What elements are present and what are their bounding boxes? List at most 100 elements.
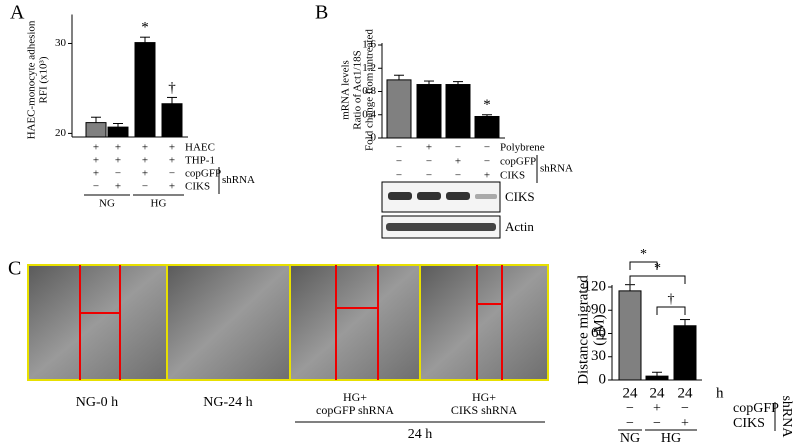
condition-sign: + bbox=[93, 155, 99, 167]
condition-name: CIKS bbox=[500, 170, 525, 182]
x-unit: h bbox=[716, 385, 724, 401]
x-tick-label: 24 bbox=[678, 385, 694, 401]
bar bbox=[618, 290, 642, 381]
condition-sign: + bbox=[142, 142, 148, 154]
significance-marker: * bbox=[141, 20, 149, 36]
condition-sign: + bbox=[115, 155, 121, 167]
condition-sign: + bbox=[142, 155, 148, 167]
group-label: HG bbox=[661, 431, 681, 446]
image-caption: HG+ bbox=[472, 390, 496, 404]
y-axis-label: Fold change from untreated bbox=[364, 29, 376, 151]
bracket-label: shRNA bbox=[779, 395, 794, 438]
y-axis-label: HAEC-monocyte adhesion bbox=[26, 20, 38, 139]
panel-label: A bbox=[10, 2, 25, 24]
significance-label: * bbox=[654, 261, 661, 276]
y-axis-label: mRNA levels bbox=[340, 60, 352, 120]
condition-sign: − bbox=[484, 142, 490, 154]
x-tick-label: 24 bbox=[650, 385, 666, 401]
image-caption: copGFP shRNA bbox=[316, 403, 394, 417]
micrographs bbox=[27, 264, 549, 381]
image-caption: NG-0 h bbox=[76, 395, 118, 410]
group-label: NG bbox=[99, 198, 115, 210]
condition-sign: − bbox=[484, 156, 490, 168]
condition-name: copGFP bbox=[500, 156, 536, 168]
condition-sign: − bbox=[396, 170, 402, 182]
y-axis-label: Ratio of Act1/18S bbox=[352, 50, 364, 129]
condition-sign: + bbox=[455, 156, 461, 168]
condition-name: copGFP bbox=[185, 168, 221, 180]
bar bbox=[85, 122, 107, 138]
bar bbox=[474, 115, 500, 139]
condition-sign: − bbox=[653, 416, 661, 431]
condition-sign: − bbox=[396, 156, 402, 168]
y-tick-label: 0 bbox=[371, 132, 377, 144]
condition-sign: + bbox=[169, 142, 175, 154]
bracket-label: shRNA bbox=[222, 174, 255, 186]
bar bbox=[416, 84, 442, 139]
condition-sign: + bbox=[93, 142, 99, 154]
significance-bracket bbox=[629, 275, 686, 284]
image-caption: HG+ bbox=[343, 390, 367, 404]
y-tick-label: 30 bbox=[591, 348, 606, 364]
bar bbox=[673, 325, 697, 381]
y-tick-label: 20 bbox=[55, 127, 67, 139]
bar bbox=[107, 126, 129, 138]
condition-name: CIKS bbox=[185, 181, 210, 193]
condition-sign: − bbox=[626, 416, 634, 431]
group-label: NG bbox=[620, 431, 640, 446]
condition-sign: − bbox=[626, 401, 634, 416]
image-caption: NG-24 h bbox=[203, 395, 252, 410]
bar bbox=[645, 375, 669, 381]
y-tick-label: 120 bbox=[584, 278, 607, 294]
bar bbox=[161, 103, 183, 138]
y-tick-label: 1.2 bbox=[362, 62, 376, 74]
condition-name: HAEC bbox=[185, 142, 215, 154]
y-axis-label: (μM) bbox=[591, 314, 607, 345]
panel-label: C bbox=[8, 258, 21, 280]
significance-marker: * bbox=[483, 97, 491, 113]
condition-sign: + bbox=[142, 168, 148, 180]
western-blot bbox=[381, 181, 501, 239]
condition-sign: + bbox=[169, 155, 175, 167]
significance-marker: † bbox=[168, 80, 176, 96]
significance-label: * bbox=[640, 247, 647, 262]
significance-label: † bbox=[668, 292, 675, 307]
image-caption: CIKS shRNA bbox=[451, 403, 518, 417]
condition-sign: − bbox=[169, 168, 175, 180]
y-axis-label: RFI (x10³) bbox=[38, 56, 50, 103]
y-tick-label: 1.6 bbox=[362, 39, 376, 51]
condition-sign: − bbox=[681, 401, 689, 416]
condition-name: CIKS bbox=[733, 416, 765, 431]
condition-sign: − bbox=[426, 156, 432, 168]
bar bbox=[386, 79, 412, 139]
blot-label: CIKS bbox=[505, 189, 535, 204]
condition-sign: + bbox=[681, 416, 689, 431]
y-tick-label: 0.4 bbox=[362, 108, 376, 120]
condition-sign: − bbox=[396, 142, 402, 154]
y-axis-label: Distance migrated bbox=[575, 275, 591, 385]
condition-sign: + bbox=[426, 142, 432, 154]
condition-name: THP-1 bbox=[185, 155, 215, 167]
blot-label: Actin bbox=[505, 219, 534, 234]
y-tick-label: 60 bbox=[591, 325, 606, 341]
condition-sign: + bbox=[115, 181, 121, 193]
condition-sign: − bbox=[455, 142, 461, 154]
condition-sign: − bbox=[142, 181, 148, 193]
condition-sign: − bbox=[455, 170, 461, 182]
x-tick-label: 24 bbox=[623, 385, 639, 401]
y-tick-label: 0.8 bbox=[362, 85, 376, 97]
condition-sign: + bbox=[169, 181, 175, 193]
panel-label: B bbox=[315, 2, 328, 24]
y-tick-label: 90 bbox=[591, 302, 606, 318]
condition-sign: − bbox=[115, 168, 121, 180]
condition-sign: + bbox=[115, 142, 121, 154]
y-tick-label: 0 bbox=[599, 371, 607, 387]
condition-sign: + bbox=[484, 170, 490, 182]
bar bbox=[445, 84, 471, 139]
significance-bracket bbox=[656, 306, 686, 315]
condition-sign: + bbox=[653, 401, 661, 416]
bar bbox=[134, 42, 156, 138]
bracket-label: shRNA bbox=[540, 163, 573, 175]
condition-name: Polybrene bbox=[500, 142, 545, 154]
